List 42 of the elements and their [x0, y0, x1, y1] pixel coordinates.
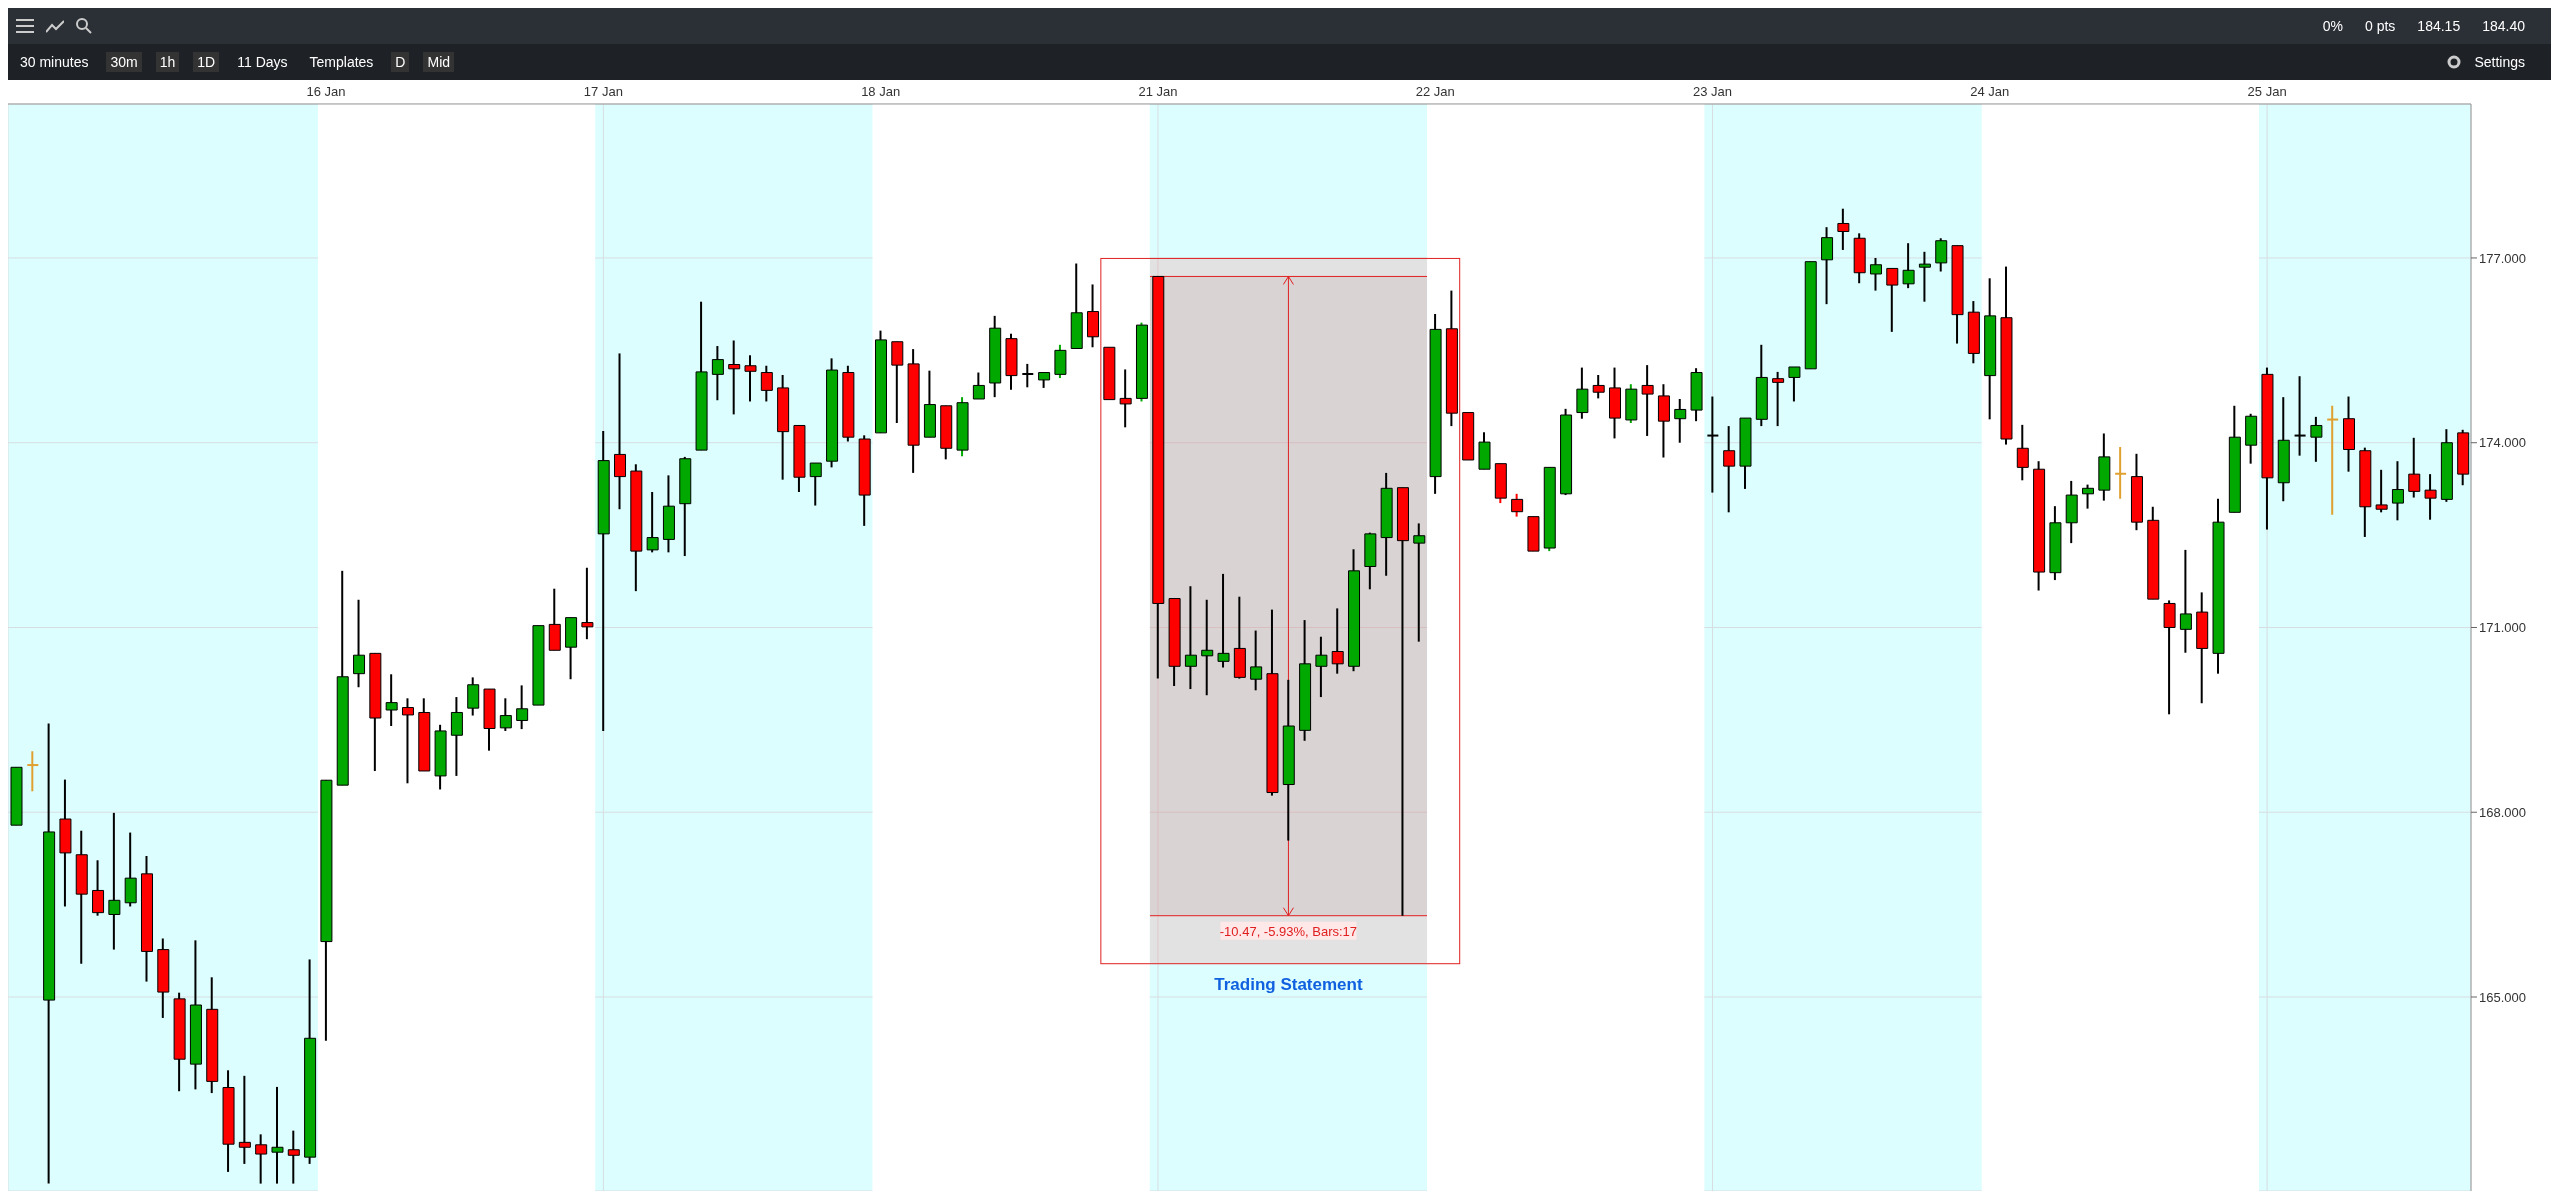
candlestick: [271, 1086, 284, 1184]
x-tick-label: 21 Jan: [1138, 84, 1178, 99]
annotation: Trading Statement: [1214, 974, 1363, 994]
x-tick-label: 24 Jan: [1970, 84, 2010, 99]
candlestick: [1217, 573, 1230, 668]
x-tick-label: 23 Jan: [1693, 84, 1733, 99]
candlestick: [728, 340, 741, 415]
candlestick: [1707, 396, 1719, 493]
x-tick-label: 25 Jan: [2247, 84, 2287, 99]
text: Templates: [308, 53, 375, 72]
text: 1h: [155, 52, 180, 72]
y-tick-label: 165.000: [2479, 989, 2526, 1005]
x-tick-label: 18 Jan: [861, 84, 901, 99]
candlestick: [238, 1075, 251, 1164]
text: 184.40: [2481, 17, 2526, 36]
y-tick-label: 171.000: [2479, 620, 2526, 636]
candlestick: [1772, 371, 1785, 427]
text: Settings: [2473, 53, 2526, 72]
y-tick-label: 174.000: [2479, 435, 2526, 451]
annotation: -10.47, -5.93%, Bars:17: [1219, 923, 1358, 939]
text: 184.15: [2416, 17, 2462, 36]
x-tick-label: 22 Jan: [1415, 84, 1455, 99]
text: 1D: [193, 52, 220, 72]
candlestick: [1918, 251, 1931, 302]
text: 0 pts: [2364, 17, 2397, 36]
candlestick: [581, 567, 594, 640]
text: 11 Days: [236, 53, 289, 72]
candlestick: [1413, 523, 1426, 642]
candlestick: [2115, 447, 2127, 499]
text: 30m: [106, 52, 142, 72]
candlestick: [2294, 376, 2306, 456]
candlestick: [2327, 405, 2339, 515]
y-tick-label: 177.000: [2479, 250, 2526, 266]
text: D: [391, 52, 410, 72]
x-tick-label: 16 Jan: [306, 84, 346, 99]
candlestick: [27, 751, 39, 792]
y-tick-label: 168.000: [2479, 804, 2526, 820]
text: 30 minutes: [19, 53, 90, 72]
candlestick: [1201, 599, 1214, 696]
text: Mid: [423, 52, 455, 72]
x-tick-label: 17 Jan: [583, 84, 623, 99]
text: 0%: [2321, 17, 2344, 36]
